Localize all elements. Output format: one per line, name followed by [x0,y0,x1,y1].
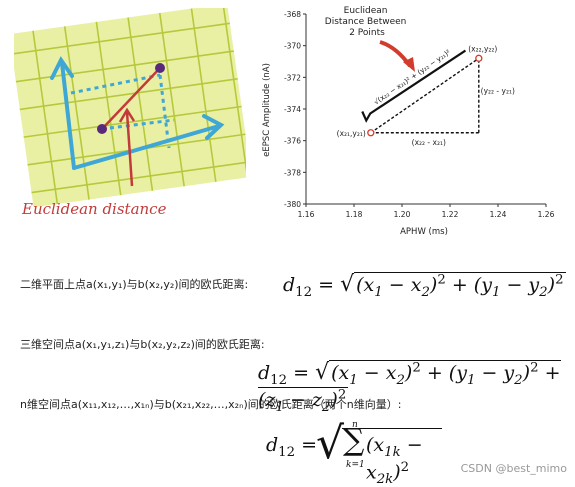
euclidean-illustration: Euclidean distance [9,3,252,230]
y-tick-label: -370 [284,42,301,51]
formula-radical [361,49,467,123]
formula-nd: d12 = √ ∑ n k=1 (x1k − x2k)2 [266,420,446,487]
x-tick-label: 1.22 [442,210,459,219]
point1-label: (x₂₁,y₂₁) [337,129,366,138]
line-nd: n维空间点a(x₁₁,x₁₂,…,x₁ₙ)与b(x₂₁,x₂₂,…,x₂ₙ)间的… [20,398,402,411]
formula-label: √(x₂₂ − x₂₁)² + (y₂₂ − y₂₁)² [373,48,453,106]
formula-3d: d12 = √ (x1 − x2)2 + (y1 − y2)2 + (z1 − z… [258,360,561,415]
chart-svg: 1.16 1.18 1.20 1.22 1.24 1.26 -368 -370 -372 -374… [262,6,555,237]
distance-line [101,67,161,130]
point-a [97,124,107,134]
point-b [155,63,165,73]
formula-2d: d12 = √ (x1 − x2)2 + (y1 − y2)2 [283,272,566,300]
annotation-arrowhead [403,57,415,72]
y-tick-label: -372 [284,73,301,82]
illustration-caption: Euclidean distance [21,200,167,218]
x-tick-label: 1.26 [538,210,555,219]
dx-label: (x₂₂ - x₂₁) [412,138,446,147]
chart-annotation: Euclidean Distance Between 2 Points [325,6,409,38]
y-tick-label: -374 [284,105,301,114]
axis-arrows [50,56,225,170]
distance-chart: 1.16 1.18 1.20 1.22 1.24 1.26 -368 -370 -372 -374… [262,0,562,240]
x-tick-label: 1.18 [346,210,363,219]
data-point-2 [475,54,483,62]
x-axis-label: APHW (ms) [400,227,448,237]
y-tick-label: -380 [284,200,301,209]
dy-label: (y₂₂ - y₂₁) [481,87,515,96]
x-tick-label: 1.20 [394,210,411,219]
y-tick-label: -368 [284,10,301,19]
x-tick-label: 1.16 [298,210,315,219]
y-tick-label: -378 [284,168,301,177]
projection-lines [70,73,175,149]
y-tick-label: -376 [284,137,301,146]
caption-arrow [118,107,136,187]
hypotenuse-line [370,57,480,134]
x-tick-label: 1.24 [490,210,507,219]
graph-paper [9,3,252,208]
line-3d: 三维空间点a(x₁,y₁,z₁)与b(x₂,y₂,z₂)间的欧氏距离: [20,338,265,351]
line-2d: 二维平面上点a(x₁,y₁)与b(x₂,y₂)间的欧氏距离: [20,278,249,291]
illustration-svg: Euclidean distance [9,3,252,218]
point2-label: (x₂₂,y₂₂) [468,44,497,53]
grid-lines [11,3,250,205]
watermark: CSDN @best_mimo [460,462,567,475]
data-point-1 [367,129,375,137]
y-axis-label: eEPSC Amplitude (nA) [262,63,272,157]
